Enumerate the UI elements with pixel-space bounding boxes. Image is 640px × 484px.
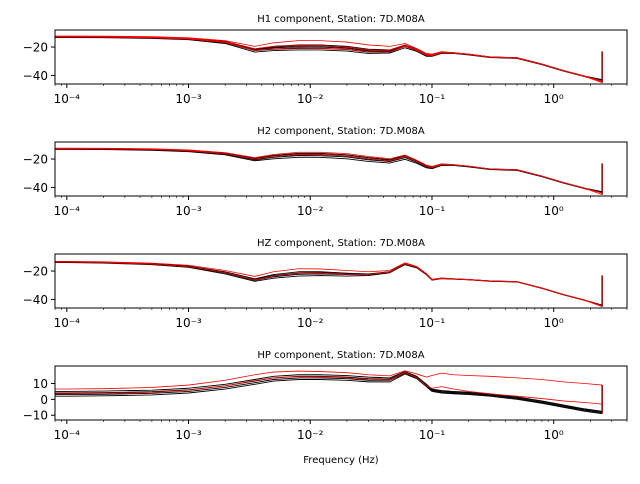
- series-line-red-6: [55, 370, 603, 390]
- panel-title: H2 component, Station: 7D.M08A: [257, 126, 425, 137]
- x-tick-label: 10⁻¹: [419, 316, 446, 330]
- series-line-black-4: [55, 371, 603, 412]
- panel-series-group: [55, 147, 603, 195]
- x-tick-label: 10⁰: [544, 316, 564, 330]
- series-line-black-1: [55, 261, 603, 306]
- x-tick-label: 10⁻³: [175, 428, 202, 442]
- series-line-black-3: [55, 262, 603, 306]
- series-line-red-6: [55, 261, 603, 307]
- x-tick-label: 10⁻²: [297, 92, 324, 106]
- panel-frame: [54, 29, 628, 85]
- panel-title: HP component, Station: 7D.M08A: [257, 350, 424, 361]
- x-tick-label: 10⁻²: [297, 204, 324, 218]
- x-tick-label: 10⁰: [544, 428, 564, 442]
- x-tick-label: 10⁻³: [175, 204, 202, 218]
- panel-frame: [54, 365, 628, 421]
- y-tick-label: −40: [23, 293, 48, 307]
- series-line-black-1: [55, 373, 603, 415]
- panel-series-group: [55, 370, 603, 415]
- series-line-black-4: [55, 261, 603, 306]
- x-tick-label: 10⁰: [544, 92, 564, 106]
- x-tick-label: 10⁻³: [175, 316, 202, 330]
- y-tick-label: −10: [23, 409, 48, 423]
- x-tick-label: 10⁻⁴: [54, 316, 81, 330]
- y-tick-label: −20: [23, 265, 48, 279]
- x-tick-label: 10⁻²: [297, 316, 324, 330]
- x-tick-label: 10⁻⁴: [54, 204, 81, 218]
- y-tick-label: 0: [40, 393, 48, 407]
- x-tick-label: 10⁻³: [175, 92, 202, 106]
- y-tick-label: −20: [23, 153, 48, 167]
- series-line-red-6: [55, 148, 603, 195]
- x-tick-label: 10⁻¹: [419, 204, 446, 218]
- panel-1: H1 component, Station: 7D.M08A −20 −40 10⁻⁴…: [23, 14, 628, 106]
- y-tick-label: −40: [23, 181, 48, 195]
- series-line-black-2: [55, 261, 603, 306]
- panel-series-group: [55, 260, 603, 307]
- x-tick-label: 10⁰: [544, 204, 564, 218]
- panel-title: HZ component, Station: 7D.M08A: [257, 238, 425, 249]
- panel-4: HP component, Station: 7D.M08A 10 0 −10 10⁻⁴…: [23, 350, 628, 442]
- series-line-red-5: [55, 371, 603, 405]
- x-tick-label: 10⁻¹: [419, 428, 446, 442]
- y-tick-label: −20: [23, 41, 48, 55]
- panel-3: HZ component, Station: 7D.M08A −20 −40 10⁻⁴…: [23, 238, 628, 330]
- y-tick-label: 10: [33, 377, 48, 391]
- panel-frame: [54, 141, 628, 197]
- panel-2: H2 component, Station: 7D.M08A −20 −40 10⁻⁴…: [23, 126, 628, 218]
- panel-series-group: [55, 35, 603, 83]
- x-axis-label: Frequency (Hz): [303, 455, 379, 466]
- x-tick-label: 10⁻⁴: [54, 428, 81, 442]
- panel-frame: [54, 253, 628, 309]
- series-line-red-8: [55, 36, 603, 83]
- panel-title: H1 component, Station: 7D.M08A: [257, 14, 425, 25]
- series-line-black-2: [55, 372, 603, 414]
- x-tick-label: 10⁻¹: [419, 92, 446, 106]
- x-tick-label: 10⁻²: [297, 428, 324, 442]
- x-tick-label: 10⁻⁴: [54, 92, 81, 106]
- y-tick-label: −40: [23, 69, 48, 83]
- series-line-black-1: [55, 35, 603, 81]
- series-line-red-5: [55, 260, 603, 307]
